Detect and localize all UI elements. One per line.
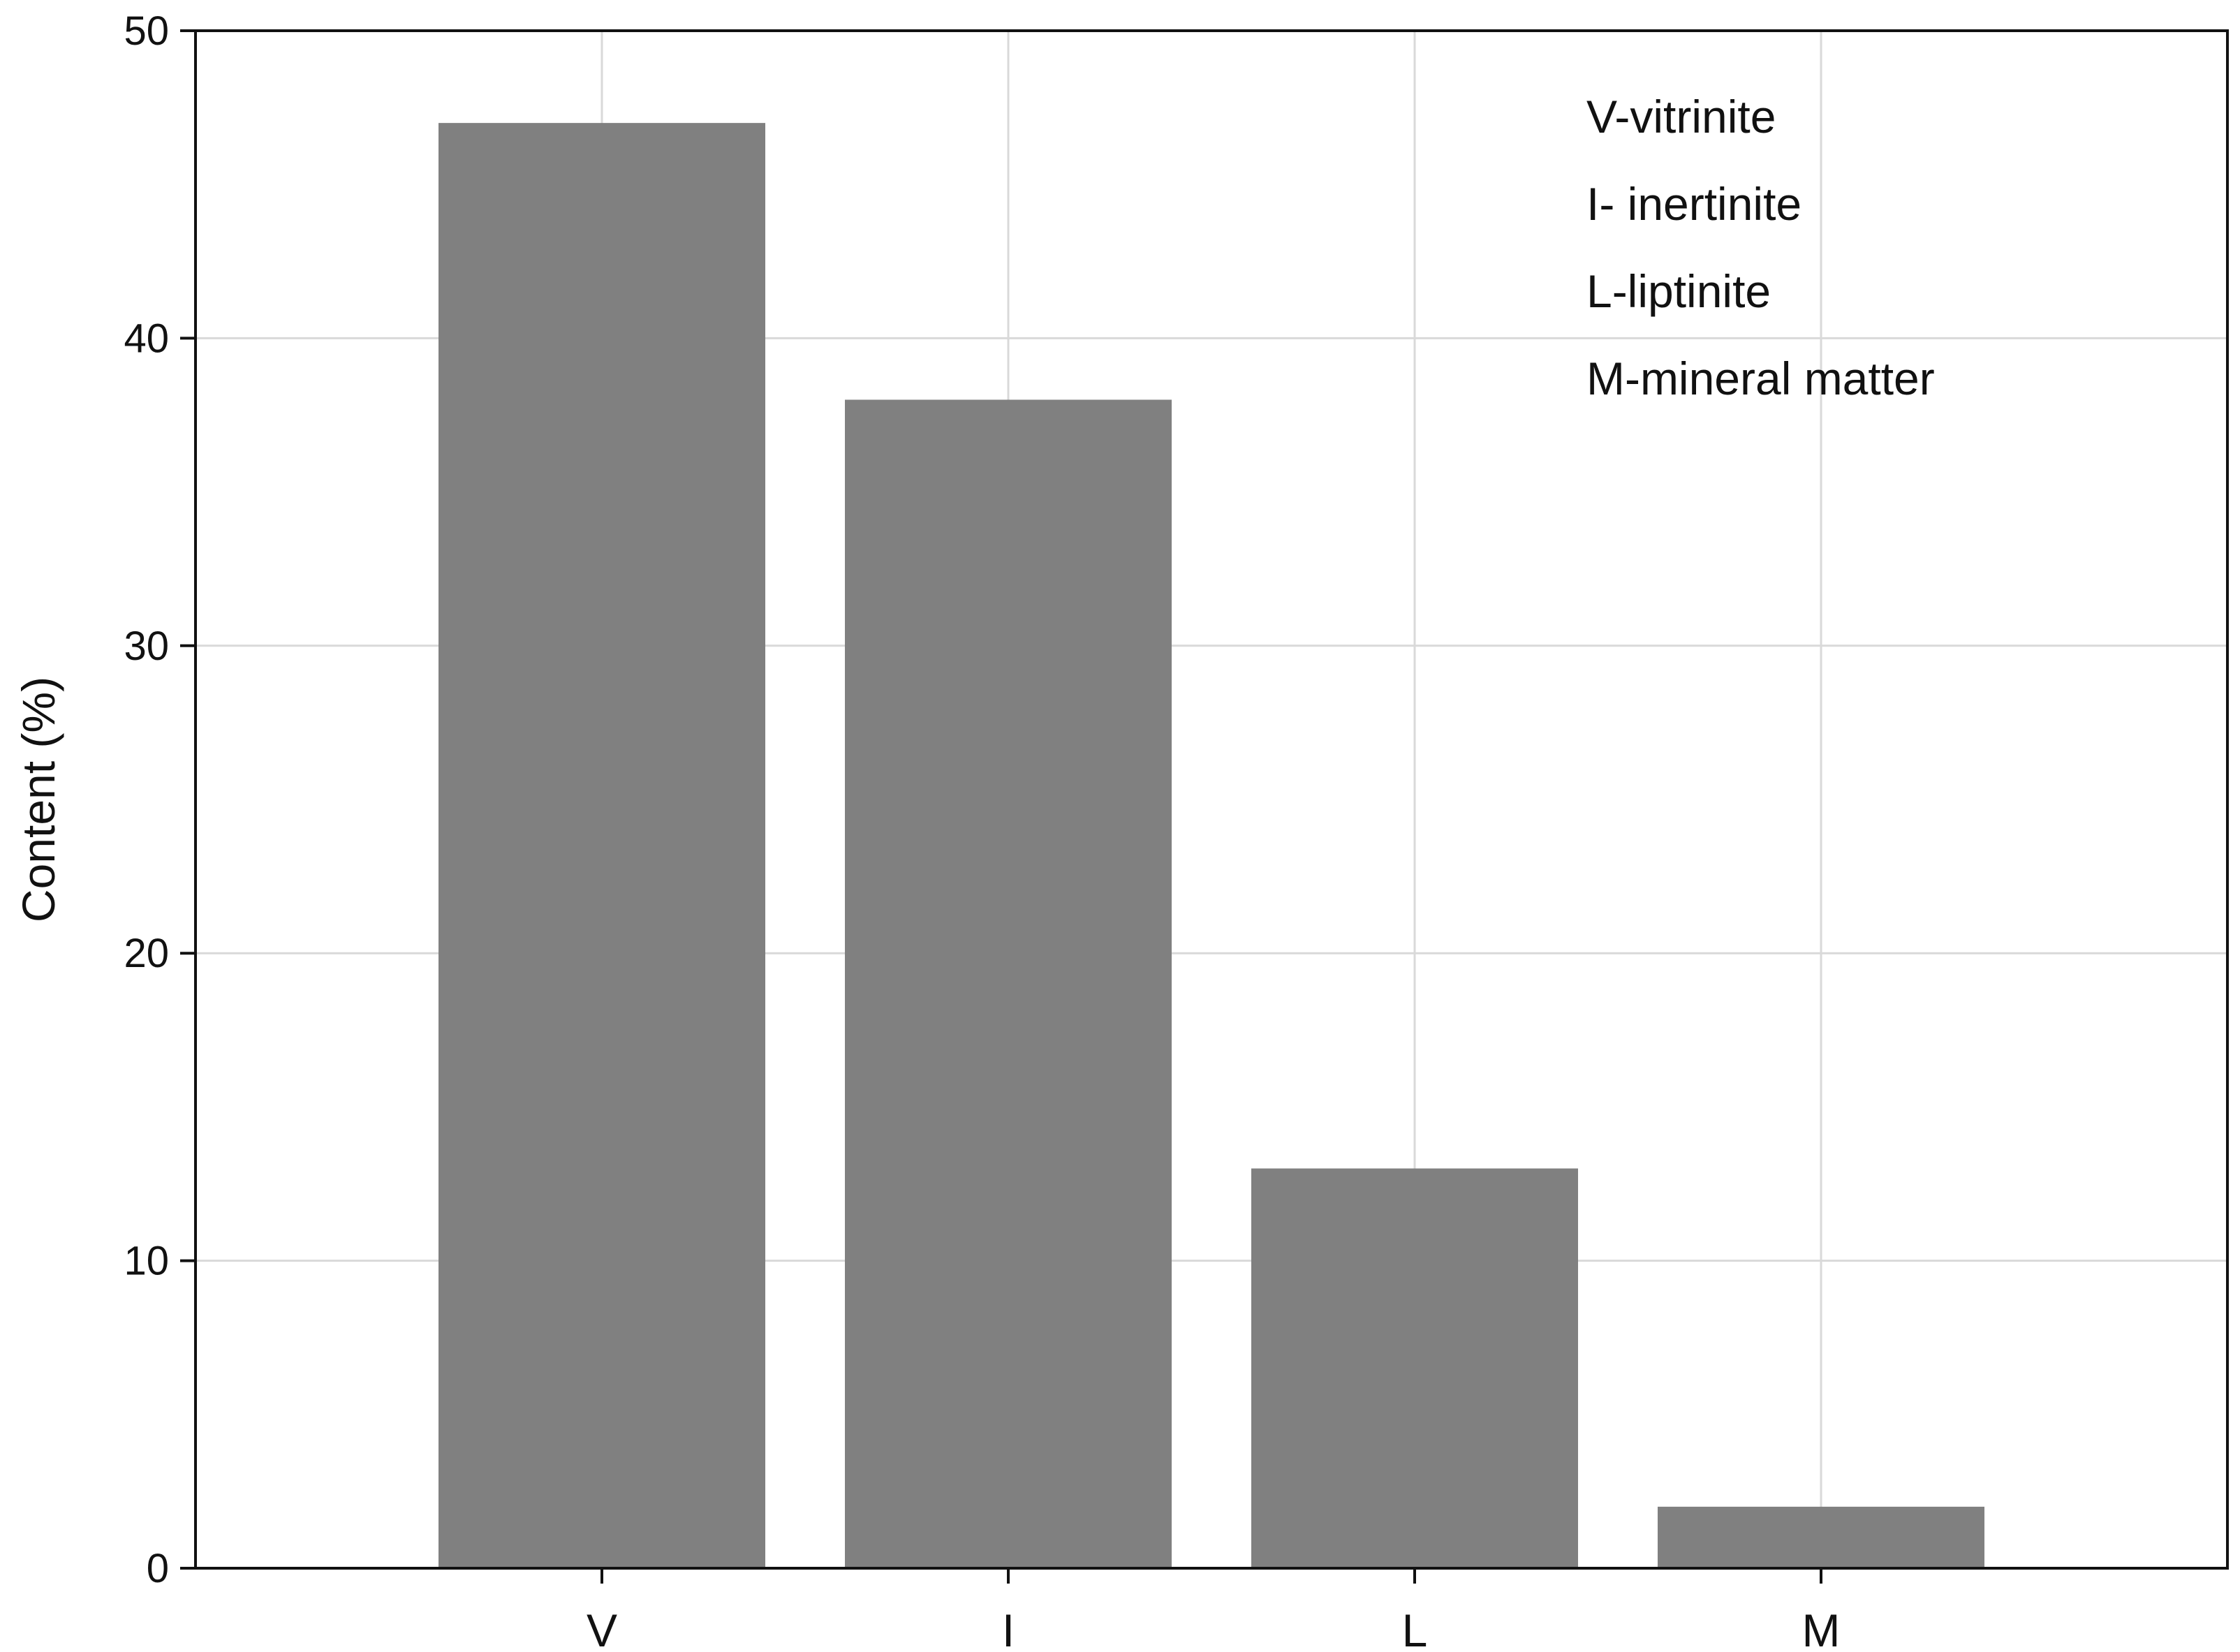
y-tick-label: 0 (147, 1546, 169, 1591)
x-tick-label-m: M (1802, 1605, 1841, 1649)
bar-v (439, 123, 765, 1568)
y-tick-label: 30 (124, 624, 169, 669)
annotation-list: V-vitrinite I- inertinite L-liptinite M-min… (1586, 91, 1935, 404)
y-axis-title: Content (%) (13, 677, 64, 922)
y-tick-label: 40 (124, 316, 169, 361)
bar-i (845, 399, 1172, 1568)
y-tick-label: 50 (124, 8, 169, 54)
annotation-line: M-mineral matter (1586, 353, 1935, 404)
x-tick-label-i: I (1002, 1605, 1015, 1649)
annotation-line: L-liptinite (1586, 265, 1771, 317)
y-axis-ticks: 0 10 20 30 40 50 (124, 8, 196, 1591)
bar-m (1658, 1506, 1984, 1568)
y-tick-label: 10 (124, 1239, 169, 1284)
y-tick-label: 20 (124, 931, 169, 976)
annotation-line: V-vitrinite (1586, 91, 1776, 142)
bar-l (1251, 1168, 1578, 1568)
x-tick-label-l: L (1402, 1605, 1428, 1649)
plot-frame (194, 29, 2229, 1570)
bars (439, 123, 1984, 1568)
annotation-line: I- inertinite (1586, 178, 1801, 230)
x-tick-label-v: V (587, 1605, 617, 1649)
